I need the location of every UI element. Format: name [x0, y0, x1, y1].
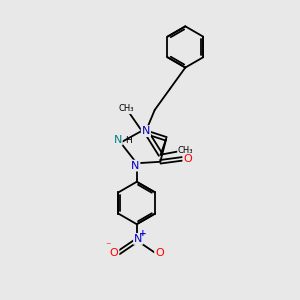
- Text: N: N: [131, 160, 140, 171]
- Text: H: H: [125, 136, 131, 145]
- Text: +: +: [140, 230, 147, 238]
- Text: CH₃: CH₃: [178, 146, 194, 155]
- Text: N: N: [113, 135, 122, 145]
- Text: CH₃: CH₃: [118, 104, 134, 113]
- Text: ⁻: ⁻: [105, 241, 111, 251]
- Text: N: N: [142, 126, 150, 136]
- Text: O: O: [110, 248, 118, 258]
- Text: O: O: [155, 248, 164, 258]
- Text: N: N: [134, 234, 142, 244]
- Text: O: O: [183, 154, 192, 164]
